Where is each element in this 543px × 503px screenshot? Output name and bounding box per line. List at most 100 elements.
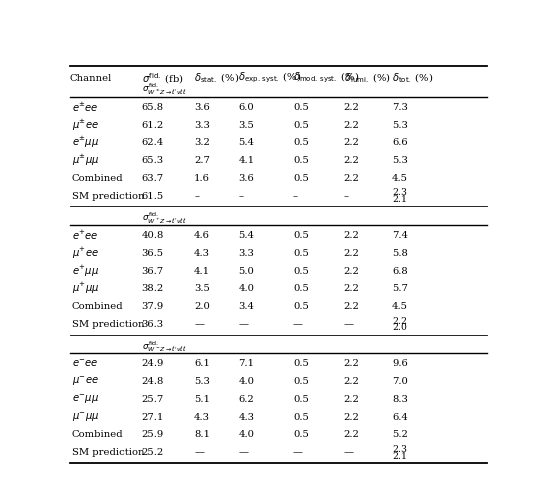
Text: 0.5: 0.5 (293, 103, 309, 112)
Text: 3.2: 3.2 (194, 138, 210, 147)
Text: 61.2: 61.2 (142, 121, 164, 130)
Text: 0.5: 0.5 (293, 231, 309, 240)
Text: 24.9: 24.9 (142, 359, 164, 368)
Text: 2.3: 2.3 (392, 445, 407, 454)
Text: 5.1: 5.1 (194, 395, 210, 404)
Text: –: – (238, 192, 243, 201)
Text: 63.7: 63.7 (142, 174, 163, 183)
Text: 2.2: 2.2 (344, 103, 359, 112)
Text: $e^{\pm}\mu\mu$: $e^{\pm}\mu\mu$ (72, 135, 99, 150)
Text: 8.1: 8.1 (194, 431, 210, 440)
Text: 2.0: 2.0 (392, 323, 407, 332)
Text: 5.4: 5.4 (238, 138, 254, 147)
Text: 25.7: 25.7 (142, 395, 164, 404)
Text: 61.5: 61.5 (142, 192, 164, 201)
Text: 2.2: 2.2 (344, 121, 359, 130)
Text: 36.7: 36.7 (142, 267, 163, 276)
Text: 2.2: 2.2 (344, 412, 359, 422)
Text: 37.9: 37.9 (142, 302, 164, 311)
Text: 0.5: 0.5 (293, 249, 309, 258)
Text: 1.6: 1.6 (194, 174, 210, 183)
Text: Channel: Channel (70, 73, 112, 82)
Text: 4.5: 4.5 (392, 302, 408, 311)
Text: Combined: Combined (72, 431, 123, 440)
Text: $e^{-}\mu\mu$: $e^{-}\mu\mu$ (72, 393, 99, 406)
Text: 4.1: 4.1 (194, 267, 210, 276)
Text: 65.3: 65.3 (142, 156, 163, 165)
Text: 5.0: 5.0 (238, 267, 254, 276)
Text: 4.1: 4.1 (238, 156, 255, 165)
Text: 62.4: 62.4 (142, 138, 164, 147)
Text: 40.8: 40.8 (142, 231, 164, 240)
Text: 9.6: 9.6 (392, 359, 408, 368)
Text: 36.5: 36.5 (142, 249, 163, 258)
Text: 0.5: 0.5 (293, 359, 309, 368)
Text: $\mu^{+}\mu\mu$: $\mu^{+}\mu\mu$ (72, 281, 99, 296)
Text: 6.1: 6.1 (194, 359, 210, 368)
Text: 3.4: 3.4 (238, 302, 254, 311)
Text: —: — (194, 448, 204, 457)
Text: $\mu^{-}\mu\mu$: $\mu^{-}\mu\mu$ (72, 410, 99, 424)
Text: 2.2: 2.2 (344, 174, 359, 183)
Text: 0.5: 0.5 (293, 412, 309, 422)
Text: $\delta_{\rm tot.}$ (%): $\delta_{\rm tot.}$ (%) (392, 71, 433, 85)
Text: $\mu^{\pm}\mu\mu$: $\mu^{\pm}\mu\mu$ (72, 153, 99, 168)
Text: 2.2: 2.2 (344, 395, 359, 404)
Text: 6.2: 6.2 (238, 395, 254, 404)
Text: 27.1: 27.1 (142, 412, 164, 422)
Text: 7.1: 7.1 (238, 359, 254, 368)
Text: 0.5: 0.5 (293, 121, 309, 130)
Text: 4.0: 4.0 (238, 431, 254, 440)
Text: 6.4: 6.4 (392, 412, 408, 422)
Text: $\delta_{\rm lumi.}$ (%): $\delta_{\rm lumi.}$ (%) (344, 71, 390, 85)
Text: 5.3: 5.3 (194, 377, 210, 386)
Text: 4.3: 4.3 (238, 412, 254, 422)
Text: 38.2: 38.2 (142, 284, 164, 293)
Text: 2.2: 2.2 (344, 231, 359, 240)
Text: 25.2: 25.2 (142, 448, 164, 457)
Text: 5.4: 5.4 (238, 231, 254, 240)
Text: SM prediction: SM prediction (72, 192, 144, 201)
Text: 2.2: 2.2 (344, 284, 359, 293)
Text: $\sigma^{\rm fid.}_{W^+Z\to\ell^{\prime}\nu\ell\ell}$: $\sigma^{\rm fid.}_{W^+Z\to\ell^{\prime}… (142, 210, 186, 226)
Text: 4.3: 4.3 (194, 412, 210, 422)
Text: 65.8: 65.8 (142, 103, 163, 112)
Text: Combined: Combined (72, 302, 123, 311)
Text: 5.3: 5.3 (392, 156, 408, 165)
Text: 0.5: 0.5 (293, 395, 309, 404)
Text: 3.6: 3.6 (194, 103, 210, 112)
Text: Combined: Combined (72, 174, 123, 183)
Text: 2.2: 2.2 (344, 377, 359, 386)
Text: $\sigma^{\rm fid.}_{W^\pm Z\to\ell^{\prime}\nu\ell\ell}$: $\sigma^{\rm fid.}_{W^\pm Z\to\ell^{\pri… (142, 82, 186, 98)
Text: 3.3: 3.3 (194, 121, 210, 130)
Text: 2.2: 2.2 (344, 249, 359, 258)
Text: 0.5: 0.5 (293, 377, 309, 386)
Text: $\mu^{\pm}ee$: $\mu^{\pm}ee$ (72, 118, 99, 133)
Text: 6.0: 6.0 (238, 103, 254, 112)
Text: —: — (238, 320, 248, 329)
Text: $e^{-}ee$: $e^{-}ee$ (72, 358, 98, 369)
Text: $\sigma^{\rm fid.}_{W^-Z\to\ell^{\prime}\nu\ell\ell}$: $\sigma^{\rm fid.}_{W^-Z\to\ell^{\prime}… (142, 339, 186, 354)
Text: 4.0: 4.0 (238, 377, 254, 386)
Text: 3.3: 3.3 (238, 249, 254, 258)
Text: 2.2: 2.2 (344, 302, 359, 311)
Text: $e^{\pm}ee$: $e^{\pm}ee$ (72, 101, 98, 114)
Text: $\delta_{\rm mod.\,syst.}$ (%): $\delta_{\rm mod.\,syst.}$ (%) (293, 71, 359, 86)
Text: 2.1: 2.1 (392, 195, 407, 204)
Text: 2.0: 2.0 (194, 302, 210, 311)
Text: 5.7: 5.7 (392, 284, 408, 293)
Text: 2.2: 2.2 (344, 359, 359, 368)
Text: 0.5: 0.5 (293, 156, 309, 165)
Text: SM prediction: SM prediction (72, 320, 144, 329)
Text: 7.3: 7.3 (392, 103, 408, 112)
Text: $e^{+}ee$: $e^{+}ee$ (72, 229, 98, 242)
Text: 0.5: 0.5 (293, 431, 309, 440)
Text: 7.4: 7.4 (392, 231, 408, 240)
Text: $\mu^{-}ee$: $\mu^{-}ee$ (72, 375, 99, 388)
Text: 24.8: 24.8 (142, 377, 164, 386)
Text: 0.5: 0.5 (293, 267, 309, 276)
Text: 0.5: 0.5 (293, 284, 309, 293)
Text: 4.5: 4.5 (392, 174, 408, 183)
Text: 2.2: 2.2 (344, 267, 359, 276)
Text: 7.0: 7.0 (392, 377, 408, 386)
